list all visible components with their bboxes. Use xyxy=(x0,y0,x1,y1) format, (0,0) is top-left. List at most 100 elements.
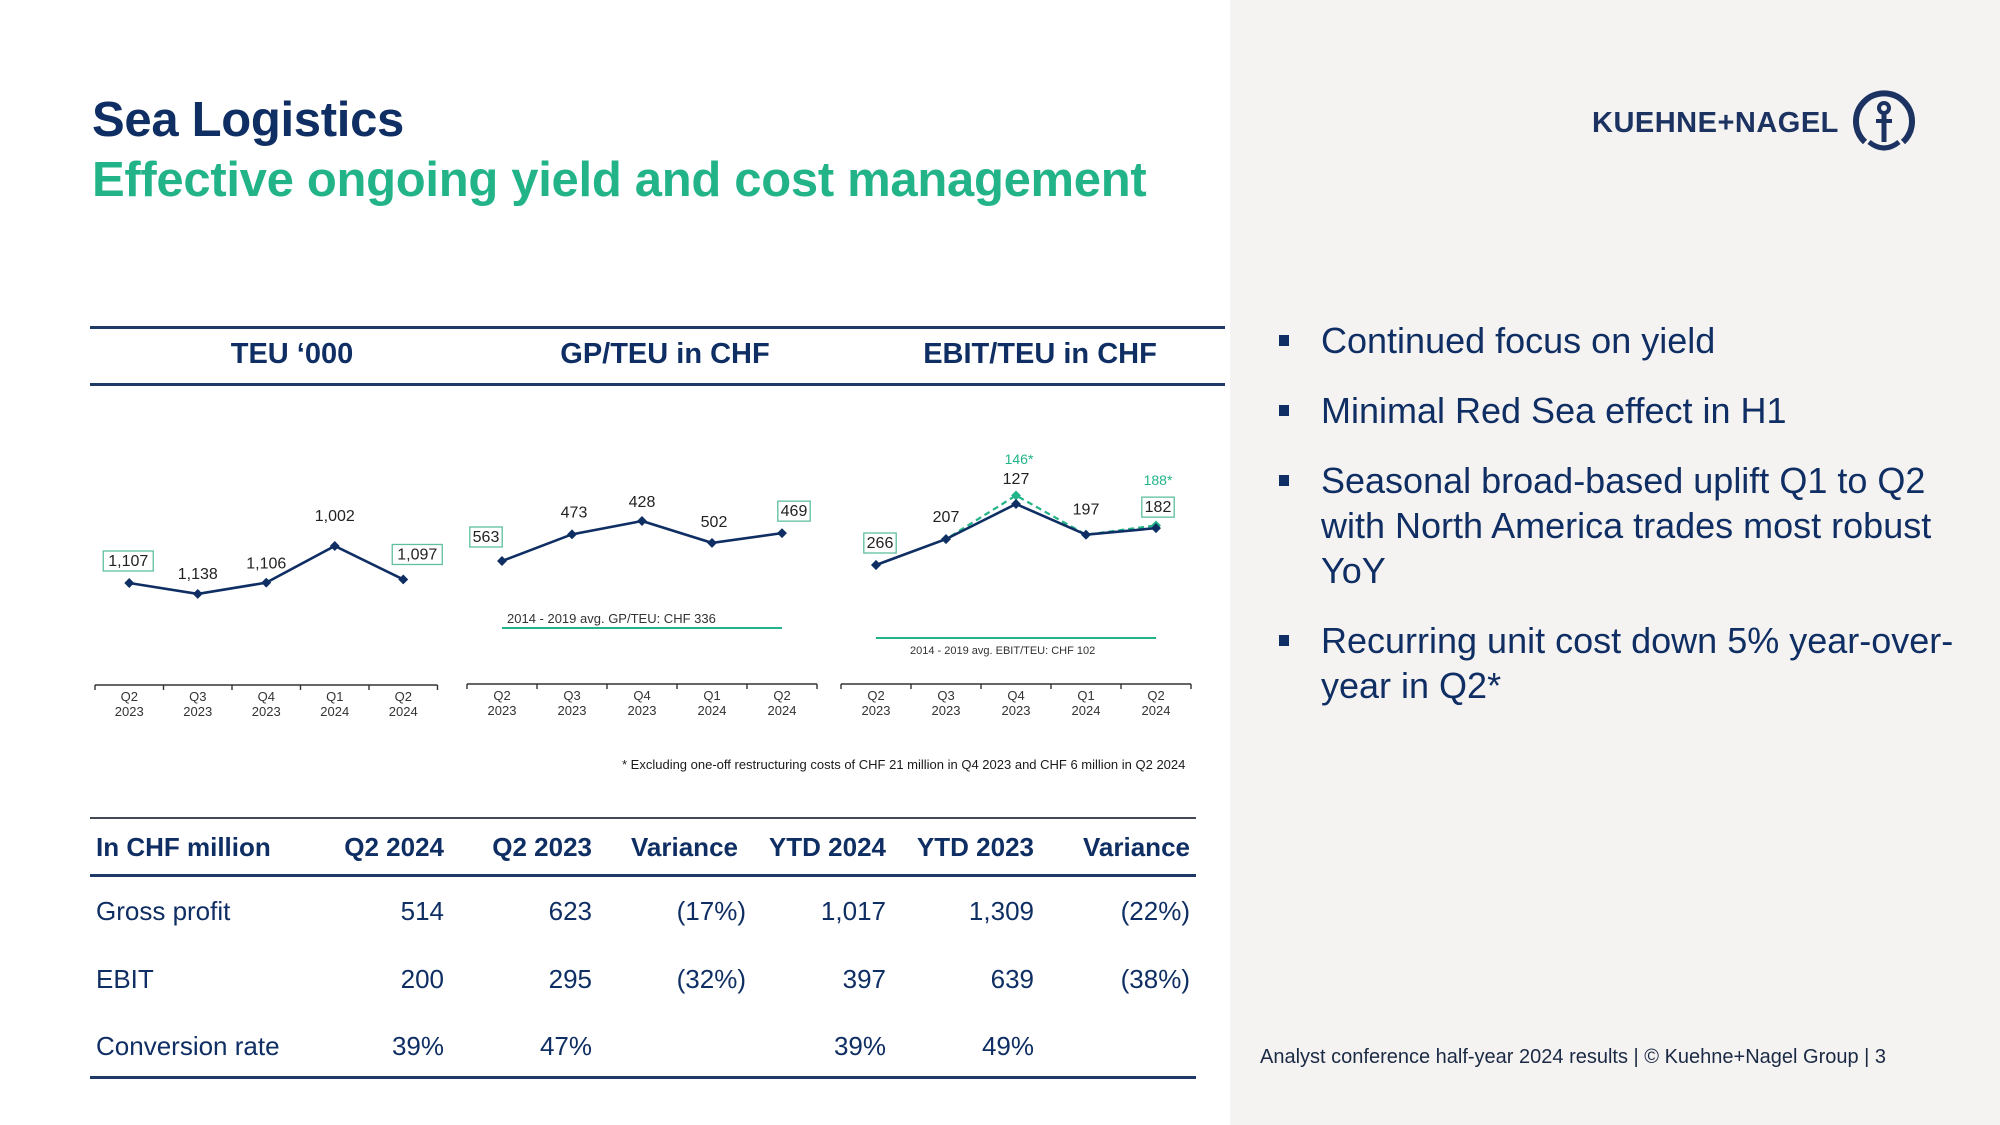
right-panel xyxy=(1230,0,2000,1125)
table-cell: Conversion rate xyxy=(96,1031,280,1061)
table-cell: 397 xyxy=(842,964,886,994)
x-tick-label: Q2 xyxy=(773,688,790,703)
x-tick-label: 2023 xyxy=(488,703,517,718)
data-label: 1,106 xyxy=(246,556,286,573)
data-label-box xyxy=(777,500,811,522)
data-point-marker xyxy=(1011,499,1021,509)
data-label: 502 xyxy=(701,514,728,531)
line-charts: Q22023Q32023Q42023Q12024Q220241,1071,138… xyxy=(94,451,1192,719)
x-tick-label: 2024 xyxy=(320,704,349,719)
chart-header-teu: TEU ‘000 xyxy=(230,338,354,370)
data-label: 1,002 xyxy=(315,508,355,525)
table-row: Conversion rate 39% 47% 39% 49% xyxy=(90,1031,1196,1071)
x-tick-label: 2023 xyxy=(558,703,587,718)
table-header-rule xyxy=(90,874,1196,877)
x-tick-label: 2024 xyxy=(698,703,727,718)
data-point-marker xyxy=(941,534,951,545)
table-cell: 514 xyxy=(400,896,444,926)
series-line xyxy=(875,502,1157,567)
data-point-marker xyxy=(398,574,409,585)
data-label-box xyxy=(391,543,443,566)
data-label-box xyxy=(102,550,154,572)
table-cell: 47% xyxy=(539,1031,592,1061)
x-tick-label: Q2 xyxy=(121,689,138,704)
data-label: 428 xyxy=(629,494,656,511)
table-header-cell: In CHF million xyxy=(96,832,271,862)
table-row: EBIT 200 295 (32%) 397 639 (38%) xyxy=(90,964,1196,1004)
data-label: 146* xyxy=(1005,451,1034,467)
data-point-marker xyxy=(124,578,135,588)
data-label: 182 xyxy=(1145,499,1172,516)
data-label-box xyxy=(1141,496,1175,518)
x-tick-label: Q4 xyxy=(258,689,275,704)
table-cell: 639 xyxy=(990,964,1034,994)
bullet-text: Seasonal broad-based uplift Q1 to Q2 wit… xyxy=(1321,460,1932,591)
table-cell: (38%) xyxy=(1120,964,1190,994)
x-tick-label: Q3 xyxy=(189,689,206,704)
table-cell: 39% xyxy=(833,1031,886,1061)
x-tick-label: Q2 xyxy=(1147,688,1164,703)
data-label: 207 xyxy=(933,509,960,526)
bullet-item: Seasonal broad-based uplift Q1 to Q2 wit… xyxy=(1275,458,1995,593)
table-header-cell: Q2 2024 xyxy=(344,832,444,862)
x-tick-label: Q1 xyxy=(1077,688,1094,703)
data-point-marker xyxy=(1151,523,1161,534)
x-tick-label: Q4 xyxy=(633,688,650,703)
table-row: Gross profit 514 623 (17%) 1,017 1,309 (… xyxy=(90,896,1196,936)
data-point-marker xyxy=(329,541,340,551)
data-point-marker xyxy=(1011,490,1021,501)
x-tick-label: Q3 xyxy=(563,688,580,703)
x-tick-label: 2023 xyxy=(932,703,961,718)
table-header-cell: Variance xyxy=(1083,832,1190,862)
reference-line-label: 2014 - 2019 avg. GP/TEU: CHF 336 xyxy=(507,611,716,626)
x-tick-label: Q2 xyxy=(395,689,412,704)
data-label: 127 xyxy=(1003,471,1030,488)
table-cell: 295 xyxy=(548,964,592,994)
data-label-box xyxy=(469,526,503,548)
table-cell: 623 xyxy=(548,896,592,926)
data-label-box xyxy=(863,532,897,554)
logo-text: KUEHNE+NAGEL xyxy=(1592,106,1839,139)
reference-line-label: 2014 - 2019 avg. EBIT/TEU: CHF 102 xyxy=(910,645,1095,657)
x-tick-label: 2023 xyxy=(628,703,657,718)
data-point-marker xyxy=(777,528,787,539)
bullet-item: Recurring unit cost down 5% year-over-ye… xyxy=(1275,618,1995,708)
slide-footer: Analyst conference half-year 2024 result… xyxy=(1260,1046,1887,1068)
data-point-marker xyxy=(567,529,577,540)
table-cell: 1,309 xyxy=(968,896,1034,926)
x-tick-label: 2024 xyxy=(389,704,418,719)
chart-header-top-rule xyxy=(90,326,1225,329)
x-tick-label: 2023 xyxy=(1002,703,1031,718)
x-tick-label: 2023 xyxy=(862,703,891,718)
x-tick-label: Q2 xyxy=(867,688,884,703)
data-point-marker xyxy=(261,577,272,588)
x-tick-label: 2024 xyxy=(1072,703,1101,718)
x-tick-label: 2023 xyxy=(252,704,281,719)
table-cell: (17%) xyxy=(676,896,746,926)
data-label: 473 xyxy=(561,504,588,521)
bullet-item: Continued focus on yield xyxy=(1275,318,1995,363)
company-logo: KUEHNE+NAGEL xyxy=(1592,88,1917,158)
data-label: 469 xyxy=(781,503,808,520)
table-cell: 200 xyxy=(400,964,444,994)
bullet-item: Minimal Red Sea effect in H1 xyxy=(1275,388,1995,433)
data-label: 1,107 xyxy=(108,553,148,570)
bullet-text: Minimal Red Sea effect in H1 xyxy=(1321,390,1787,431)
x-tick-label: 2023 xyxy=(183,704,212,719)
x-tick-label: Q3 xyxy=(937,688,954,703)
table-header-cell: Q2 2023 xyxy=(492,832,592,862)
x-tick-label: Q1 xyxy=(326,689,343,704)
data-point-marker xyxy=(192,588,203,599)
bullet-text: Recurring unit cost down 5% year-over-ye… xyxy=(1321,620,1954,706)
table-cell: (22%) xyxy=(1120,896,1190,926)
table-header-cell: Variance xyxy=(631,832,738,862)
table-cell: Gross profit xyxy=(96,896,231,926)
page-subtitle: Effective ongoing yield and cost managem… xyxy=(92,153,1147,207)
bullet-square-icon xyxy=(1279,635,1289,646)
table-cell: EBIT xyxy=(96,964,154,994)
data-label: 1,138 xyxy=(178,566,218,583)
bullet-text: Continued focus on yield xyxy=(1321,320,1716,361)
x-tick-label: 2024 xyxy=(768,703,797,718)
bullet-list: Continued focus on yield Minimal Red Sea… xyxy=(1275,318,1995,733)
data-label: 563 xyxy=(473,529,500,546)
